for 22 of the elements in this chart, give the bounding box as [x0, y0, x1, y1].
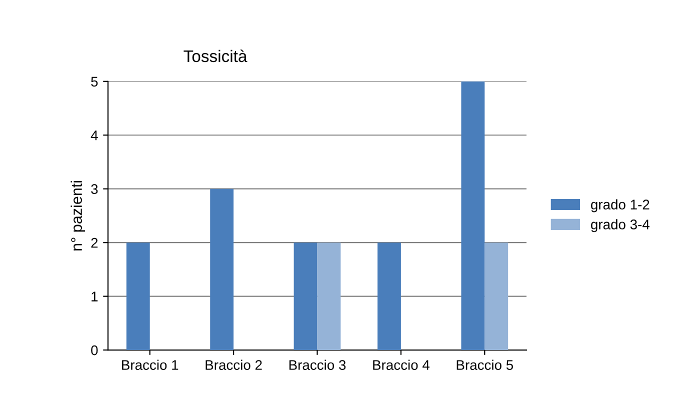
bar — [126, 242, 150, 350]
y-tick-label: 0 — [91, 345, 98, 356]
y-axis-title: n° pazienti — [70, 180, 85, 250]
bar — [317, 242, 341, 350]
y-tick-label: 5 — [91, 76, 98, 87]
legend-label: grado 3-4 — [591, 219, 650, 232]
x-tick-label: Braccio 2 — [206, 360, 262, 370]
y-tick-label: 1 — [92, 292, 98, 302]
bar — [461, 81, 485, 350]
y-tick-label: 3 — [91, 184, 98, 194]
x-tick-label: Braccio 4 — [373, 360, 430, 370]
bar — [484, 242, 508, 350]
x-tick-label: Braccio 1 — [122, 360, 178, 370]
y-tick-label: 2 — [91, 238, 98, 248]
bar — [210, 188, 234, 350]
legend-label: grado 1-2 — [591, 199, 650, 212]
x-tick-label: Braccio 3 — [289, 360, 346, 370]
x-tick-label: Braccio 5 — [456, 360, 514, 370]
chart-title: Tossicità — [184, 50, 248, 62]
bar — [294, 242, 318, 350]
bar — [378, 242, 401, 350]
y-tick-label: 4 — [90, 130, 98, 140]
